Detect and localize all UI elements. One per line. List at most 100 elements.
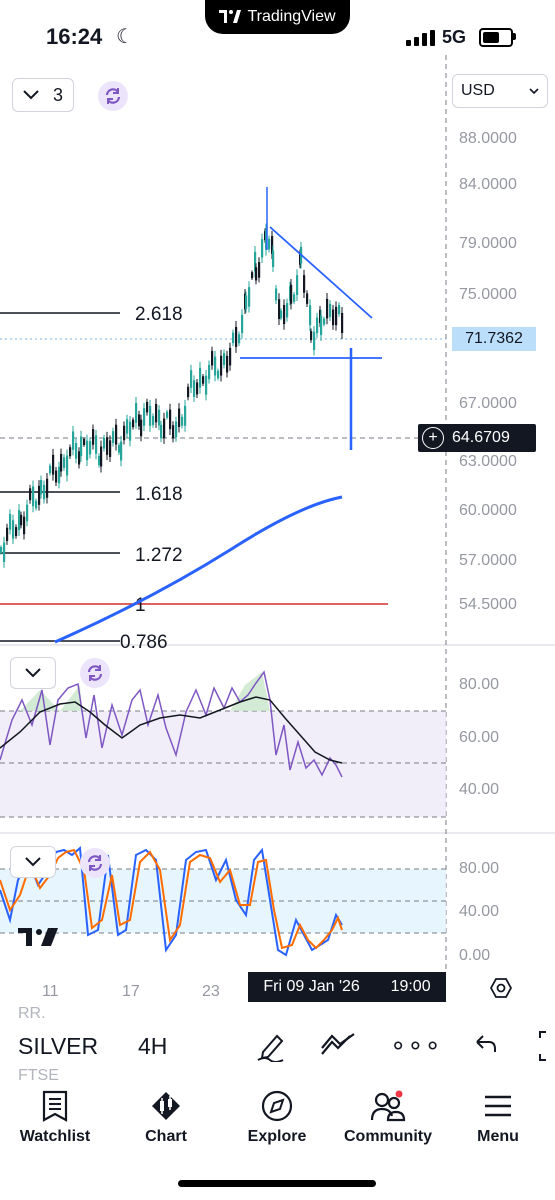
crosshair-hour: 19:00: [390, 978, 431, 995]
time-label-11: 11: [42, 983, 59, 1000]
currency-value: USD: [461, 82, 495, 99]
currency-select[interactable]: USD: [452, 74, 548, 108]
candle-body: [296, 275, 299, 296]
stoch-k-line[interactable]: [0, 845, 343, 957]
candle-body: [293, 294, 296, 302]
candle-body: [100, 446, 103, 467]
candle-body: [208, 364, 211, 380]
nav-watchlist[interactable]: Watchlist: [10, 1090, 100, 1146]
tradingview-logo-icon: [219, 10, 242, 23]
sync-icon: [105, 88, 121, 104]
crosshair-price-badge[interactable]: + 64.6709: [418, 424, 536, 452]
rsi-ma-line[interactable]: [0, 696, 343, 764]
candle-body: [316, 317, 319, 334]
candle-body: [58, 466, 61, 484]
candle-body: [278, 299, 281, 320]
nav-chart-label: Chart: [145, 1128, 187, 1145]
candle-body: [275, 288, 278, 301]
fib-label-1618: 1.618: [135, 484, 183, 505]
candle-body: [251, 272, 254, 279]
price-label: 54.5000: [459, 596, 517, 613]
candle-body: [332, 309, 335, 326]
undo-icon[interactable]: [475, 1034, 497, 1056]
candle-body: [223, 353, 226, 365]
candle-body: [211, 350, 214, 366]
candle-body: [313, 331, 316, 351]
more-icon[interactable]: ∘∘∘: [390, 1030, 442, 1060]
candle-body: [80, 436, 83, 457]
price-label: 88.0000: [459, 130, 517, 147]
network-type: 5G: [442, 27, 467, 47]
candle-body: [306, 293, 309, 304]
candle-body: [226, 355, 229, 373]
candle-body: [155, 403, 158, 423]
candle-body: [140, 419, 143, 437]
sync-button-stoch[interactable]: [80, 848, 110, 878]
candle-body: [196, 382, 199, 395]
chevron-down-icon: [25, 668, 41, 678]
candle-body: [205, 375, 208, 395]
candle-body: [6, 527, 9, 541]
candle-body: [52, 454, 55, 475]
candle-body: [258, 262, 261, 278]
candle-body: [123, 425, 126, 441]
interval-button[interactable]: 4H: [138, 1033, 168, 1059]
candle-body: [217, 370, 220, 379]
settings-hexagon-icon[interactable]: [490, 977, 512, 999]
candle-body: [283, 305, 286, 325]
candles-group[interactable]: [0, 187, 344, 568]
candle-body: [265, 229, 268, 250]
candle-body: [9, 514, 12, 530]
stoch-collapse-button[interactable]: [10, 846, 56, 878]
community-icon: [370, 1090, 406, 1122]
ghost-symbol-bottom: FTSE: [18, 1067, 59, 1084]
candle-body: [149, 405, 152, 426]
trendline-upper[interactable]: [269, 226, 373, 319]
add-alert-icon[interactable]: +: [422, 427, 444, 449]
draw-pen-icon[interactable]: [255, 1030, 287, 1062]
candle-body: [26, 504, 29, 522]
candle-body: [290, 284, 293, 304]
moving-average-line[interactable]: [54, 495, 343, 644]
indicators-icon[interactable]: [320, 1032, 356, 1058]
candle-body: [12, 520, 15, 539]
candle-body: [78, 451, 81, 465]
candle-body: [38, 485, 41, 505]
sync-button-main[interactable]: [98, 81, 128, 111]
candle-body: [95, 435, 98, 454]
candle-body: [98, 456, 101, 466]
rsi-collapse-button[interactable]: [10, 657, 56, 689]
candle-body: [23, 516, 26, 535]
stoch-d-line[interactable]: [0, 848, 343, 950]
candle-body: [286, 302, 289, 318]
rsi-line[interactable]: [0, 670, 343, 778]
candle-body: [245, 295, 248, 309]
candle-body: [146, 401, 149, 413]
candle-body: [329, 303, 332, 318]
fib-label-1272: 1.272: [135, 545, 183, 566]
price-label: 79.0000: [459, 235, 517, 252]
tradingview-watermark-icon: [18, 928, 58, 946]
price-label: 63.0000: [459, 453, 517, 470]
candle-body: [158, 409, 161, 426]
nav-community[interactable]: Community: [343, 1090, 433, 1146]
candle-body: [254, 251, 257, 272]
symbol-button[interactable]: SILVER: [18, 1033, 99, 1059]
price-label: 75.0000: [459, 286, 517, 303]
sync-button-rsi[interactable]: [80, 658, 110, 688]
series-collapse-button[interactable]: 3: [12, 78, 74, 112]
nav-explore[interactable]: Explore: [232, 1090, 322, 1146]
candle-body: [143, 408, 146, 426]
fib-label-0786: 0.786: [120, 632, 168, 653]
candle-body: [120, 441, 123, 461]
candle-body: [232, 332, 235, 344]
fullscreen-icon[interactable]: [538, 1030, 555, 1062]
price-label: 84.0000: [459, 176, 517, 193]
nav-chart[interactable]: Chart: [121, 1090, 211, 1146]
stoch-axis-label: 80.00: [459, 860, 500, 877]
nav-menu[interactable]: Menu: [453, 1090, 543, 1146]
rsi-axis-label: 80.00: [459, 676, 500, 693]
nav-watchlist-label: Watchlist: [19, 1128, 91, 1145]
candle-body: [20, 514, 23, 526]
chart-canvas[interactable]: 2.618 1.618 1.272 1 0.786 11 17 23: [0, 0, 555, 1010]
